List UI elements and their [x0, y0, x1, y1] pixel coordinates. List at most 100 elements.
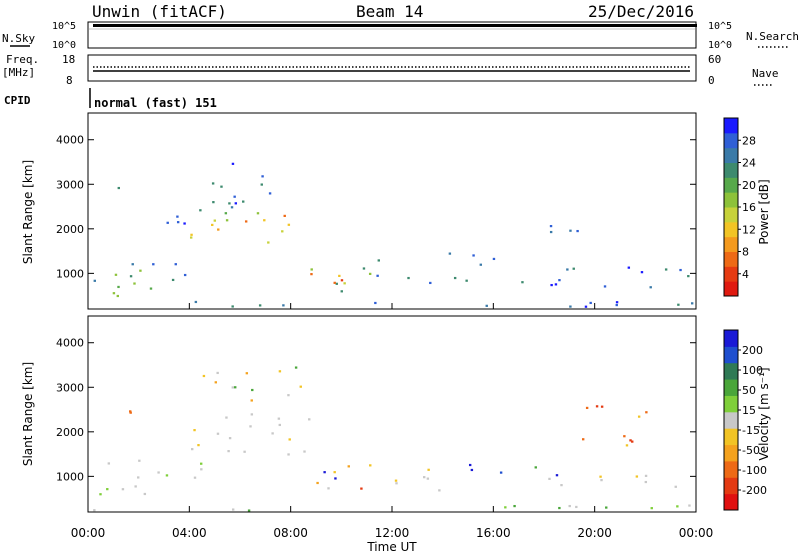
colorbar-tick-label: 200 [742, 344, 763, 357]
scatter-cell [260, 183, 263, 186]
scatter-cell [228, 202, 231, 205]
scatter-cell [327, 487, 330, 490]
scatter-cell [676, 505, 679, 508]
scatter-cell [166, 221, 169, 224]
y-tick-label: 4000 [56, 134, 84, 147]
scatter-cell [310, 273, 313, 276]
scatter-cell [214, 381, 218, 384]
colorbar-tick-label: -200 [742, 484, 767, 497]
scatter-cell [644, 474, 648, 477]
scatter-cell [637, 415, 641, 418]
scatter-cell [585, 406, 589, 410]
scatter-cell [231, 305, 234, 308]
scatter-cell [308, 418, 311, 421]
scatter-cell [377, 259, 380, 262]
scatter-cell [287, 394, 290, 397]
scatter-cell [472, 254, 475, 257]
scatter-cell [625, 444, 629, 447]
scatter-cell [395, 482, 398, 485]
colorbar-frame [723, 329, 739, 511]
scatter-cell [549, 225, 553, 228]
scatter-cell [134, 485, 137, 488]
colorbar-swatch [724, 428, 738, 446]
scatter-cell [299, 385, 302, 388]
scatter-cell [176, 215, 179, 218]
colorbar-swatch [724, 395, 738, 413]
colorbar-swatch [724, 346, 738, 364]
colorbar-swatch [724, 266, 738, 282]
scatter-cell [152, 263, 155, 266]
scatter-cell [335, 282, 338, 285]
scatter-cell [294, 366, 298, 369]
scatter-cell [347, 465, 350, 468]
scatter-cell [133, 282, 136, 285]
scatter-cell [572, 267, 575, 270]
scatter-cell [423, 476, 426, 479]
power-ylabel: Slant Range [km] [21, 160, 35, 264]
scatter-cell [581, 438, 585, 441]
scatter-cell [310, 268, 313, 271]
colorbar-tick-label: 100 [742, 364, 763, 377]
power-colorbar: 28 24 20 16 12 8 4 [723, 117, 756, 297]
colorbar-swatch [724, 221, 738, 238]
scatter-cell [479, 263, 483, 266]
scatter-cell [277, 417, 281, 420]
scatter-cell [513, 504, 516, 508]
scatter-cell [550, 283, 553, 287]
scatter-cell [554, 283, 558, 286]
scatter-cell [629, 439, 632, 442]
scatter-cell [690, 302, 694, 305]
nave-tick-top: 60 [708, 53, 721, 66]
colorbar-swatch [724, 281, 738, 297]
scatter-cell [106, 488, 109, 491]
scatter-cell [360, 487, 363, 490]
scatter-cell [555, 474, 559, 477]
scatter-cell [194, 300, 198, 304]
velocity-scatter [93, 366, 691, 512]
y-tick-label: 2000 [56, 223, 84, 236]
x-tick-label: 20:00 [577, 526, 612, 540]
noise-panel-frame [87, 21, 697, 49]
scatter-cell [340, 290, 343, 293]
scatter-cell [627, 266, 631, 269]
scatter-cell [465, 279, 468, 282]
scatter-cell [216, 432, 220, 435]
scatter-cell [227, 450, 230, 453]
scatter-cell [549, 230, 553, 234]
colorbar-tick-label: 15 [742, 404, 756, 417]
colorbar-swatch [724, 362, 738, 380]
scatter-cell [271, 432, 274, 435]
scatter-cell [191, 448, 194, 451]
scatter-cell [677, 303, 680, 306]
scatter-cell [250, 399, 253, 402]
scatter-cell [261, 175, 264, 178]
scatter-cell [334, 477, 337, 480]
scatter-cell [504, 506, 507, 509]
scatter-cell [394, 479, 398, 482]
scatter-cell [558, 506, 561, 510]
colorbar-swatch [724, 411, 738, 429]
scatter-cell [234, 202, 238, 205]
scatter-cell [217, 228, 220, 231]
scatter-cell [584, 305, 588, 308]
scatter-cell [288, 438, 291, 441]
scatter-cell [211, 182, 215, 185]
scatter-cell [595, 405, 599, 408]
scatter-cell [117, 186, 120, 190]
scatter-cell [376, 274, 379, 277]
scatter-cell [231, 386, 235, 389]
scatter-cell [649, 286, 652, 289]
scatter-cell [244, 220, 248, 223]
scatter-cell [212, 201, 215, 204]
scatter-cell [139, 269, 142, 272]
scatter-cell [492, 257, 496, 261]
scatter-cell [534, 466, 537, 469]
scatter-cell [631, 440, 634, 443]
scatter-cell [243, 450, 246, 453]
scatter-cell [183, 222, 186, 225]
scatter-cell [644, 480, 648, 484]
scatter-cell [117, 285, 120, 289]
scatter-cell [234, 386, 237, 389]
scatter-cell [176, 221, 180, 224]
scatter-cell [199, 209, 202, 212]
